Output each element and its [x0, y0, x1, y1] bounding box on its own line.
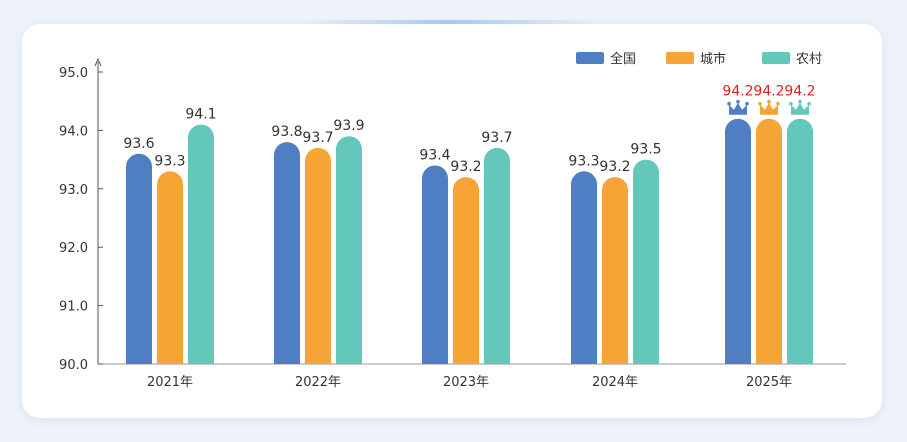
y-tick-label: 94.0 [59, 124, 88, 139]
data-label: 93.3 [154, 153, 185, 169]
legend-swatch [666, 52, 694, 64]
bar [336, 136, 362, 364]
y-tick-label: 90.0 [59, 358, 88, 373]
header-glow [300, 20, 600, 24]
y-axis-arrow-icon [94, 57, 102, 67]
data-label: 93.4 [419, 147, 450, 163]
crown-icon-dot [798, 99, 802, 104]
bar [422, 165, 448, 364]
data-label: 93.2 [599, 159, 630, 175]
legend-label: 城市 [700, 51, 726, 67]
crown-icon-dot [807, 101, 811, 106]
data-label: 94.2 [753, 84, 784, 100]
crown-icon-dot [736, 99, 740, 104]
crown-icon-dot [776, 101, 780, 106]
bar [633, 159, 659, 364]
legend-label: 全国 [610, 51, 636, 67]
crown-icon [760, 102, 778, 115]
legend-swatch [762, 52, 790, 64]
data-label: 93.2 [450, 159, 481, 175]
crown-icon-dot [767, 99, 771, 104]
x-tick-label: 2022年 [295, 375, 341, 390]
legend-swatch [576, 52, 604, 64]
bar [571, 171, 597, 364]
bar [756, 118, 782, 364]
crown-icon-dot [745, 101, 749, 106]
bar [157, 171, 183, 364]
x-tick-label: 2025年 [746, 375, 792, 390]
bar [453, 177, 479, 364]
bar [725, 118, 751, 364]
bar [484, 147, 510, 364]
x-tick-label: 2023年 [443, 375, 489, 390]
data-label: 93.6 [123, 136, 154, 152]
data-label: 93.3 [568, 153, 599, 169]
crown-icon [729, 102, 747, 115]
x-tick-label: 2024年 [592, 375, 638, 390]
bar [602, 177, 628, 364]
bar [787, 118, 813, 364]
y-tick-label: 95.0 [59, 66, 88, 81]
legend-label: 农村 [796, 52, 822, 67]
crown-icon [791, 102, 809, 115]
crown-icon-dot [789, 101, 793, 106]
bar [305, 147, 331, 364]
data-label: 93.7 [302, 130, 333, 146]
bar [274, 142, 300, 364]
data-label: 94.1 [185, 107, 216, 123]
bar [126, 153, 152, 364]
data-label: 93.7 [481, 130, 512, 146]
x-tick-label: 2021年 [147, 375, 193, 390]
y-tick-label: 92.0 [59, 241, 88, 256]
data-label: 93.8 [271, 124, 302, 140]
data-label: 94.2 [722, 84, 753, 100]
data-label: 93.9 [333, 118, 364, 134]
bar [188, 124, 214, 364]
y-tick-label: 91.0 [59, 300, 88, 315]
crown-icon-dot [758, 101, 762, 106]
y-tick-label: 93.0 [59, 183, 88, 198]
data-label: 93.5 [630, 142, 661, 158]
data-label: 94.2 [784, 84, 815, 100]
crown-icon-dot [727, 101, 731, 106]
